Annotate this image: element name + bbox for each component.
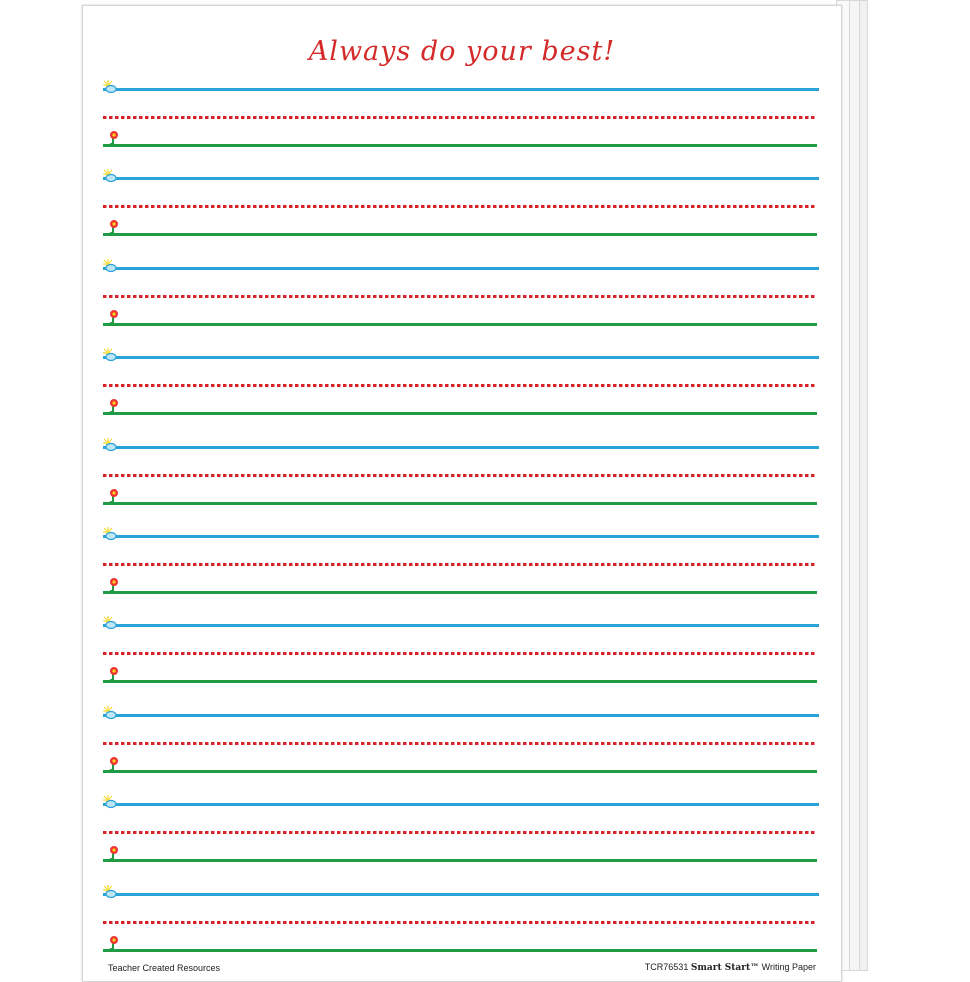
midline-dotted bbox=[103, 205, 815, 209]
sun-cloud-icon bbox=[103, 169, 117, 183]
sun-cloud-icon bbox=[103, 527, 117, 541]
product-code: TCR76531 bbox=[644, 962, 689, 972]
page-title: Always do your best! bbox=[308, 36, 616, 67]
product-label: TCR76531 Smart Start™ Writing Paper bbox=[645, 962, 816, 973]
base-line bbox=[103, 233, 817, 237]
flower-icon bbox=[106, 935, 120, 951]
writing-row bbox=[103, 258, 819, 327]
base-line bbox=[103, 859, 817, 863]
midline-dotted bbox=[103, 920, 815, 924]
writing-row bbox=[103, 616, 819, 684]
sun-cloud-icon bbox=[103, 437, 117, 452]
writing-row bbox=[103, 80, 819, 148]
base-line bbox=[103, 501, 817, 505]
writing-row bbox=[103, 348, 819, 416]
sun-cloud-icon bbox=[103, 795, 117, 809]
writing-row bbox=[103, 795, 819, 863]
midline-dotted bbox=[103, 384, 815, 388]
base-line bbox=[103, 412, 817, 416]
top-line bbox=[103, 177, 819, 181]
sun-cloud-icon bbox=[103, 80, 117, 94]
top-line bbox=[103, 266, 819, 270]
top-line bbox=[103, 445, 819, 449]
writing-row bbox=[103, 884, 819, 953]
midline-dotted bbox=[103, 652, 815, 656]
sun-cloud-icon bbox=[103, 258, 117, 273]
writing-row bbox=[103, 169, 819, 237]
brand-name: Smart Start™ bbox=[690, 963, 760, 973]
sun-cloud-icon bbox=[103, 348, 117, 362]
midline-dotted bbox=[103, 563, 815, 566]
top-line bbox=[103, 713, 819, 717]
top-line bbox=[103, 356, 819, 360]
midline-dotted bbox=[103, 473, 815, 477]
top-line bbox=[103, 892, 819, 896]
writing-row bbox=[103, 527, 819, 595]
writing-row bbox=[103, 437, 819, 506]
base-line bbox=[103, 322, 817, 326]
sun-cloud-icon bbox=[103, 884, 117, 899]
sun-cloud-icon bbox=[103, 705, 117, 720]
base-line bbox=[103, 591, 817, 594]
base-line bbox=[103, 948, 817, 952]
writing-row bbox=[103, 705, 819, 774]
base-line bbox=[103, 769, 817, 773]
top-line bbox=[103, 803, 819, 807]
top-line bbox=[103, 624, 819, 628]
top-line bbox=[103, 535, 819, 538]
top-line bbox=[103, 88, 819, 91]
base-line bbox=[103, 680, 817, 684]
publisher-label: Teacher Created Resources bbox=[108, 963, 221, 973]
midline-dotted bbox=[103, 741, 815, 745]
midline-dotted bbox=[103, 116, 815, 119]
midline-dotted bbox=[103, 294, 815, 298]
base-line bbox=[103, 144, 817, 147]
sun-cloud-icon bbox=[103, 616, 117, 630]
writing-paper-sheet: Always do your best! Teacher Created Res… bbox=[82, 5, 842, 982]
product-name: Writing Paper bbox=[761, 962, 816, 972]
midline-dotted bbox=[103, 831, 815, 835]
